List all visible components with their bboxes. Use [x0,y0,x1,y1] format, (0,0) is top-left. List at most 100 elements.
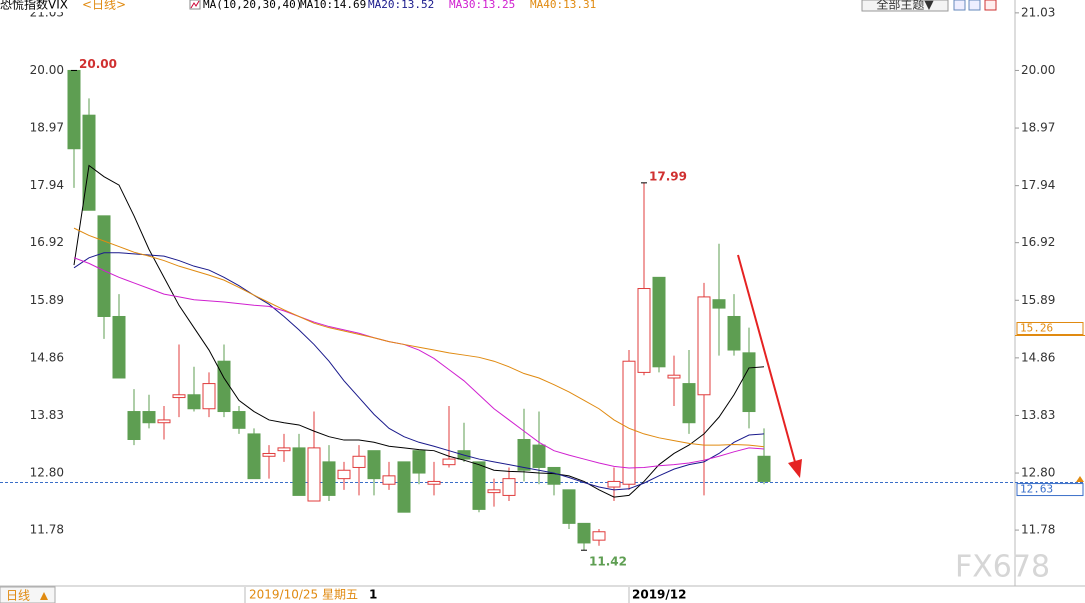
candle-body [292,447,306,496]
ma-line [73,164,765,498]
candle-body [487,489,501,494]
candle-body [202,383,216,410]
y-tick-label: 15.89 [1021,293,1055,307]
period: <日线> [82,0,126,12]
candle-body [412,450,426,474]
watermark: FX678 [955,550,1050,585]
price-badge [1016,321,1084,335]
candle-body [562,489,576,524]
theme-button[interactable] [861,0,949,12]
y-tick-label: 18.97 [1021,121,1055,135]
candle-body [322,461,336,496]
candle-body [142,411,156,424]
annotation: 20.00 [79,57,117,71]
y-tick-label: 14.86 [30,350,64,364]
y-tick-label: 12.80 [30,466,64,480]
candle-body [157,419,171,424]
header-bg [0,0,640,12]
y-tick-label: 16.92 [1021,235,1055,249]
theme-button-label: 全部主题▼ [876,0,934,12]
candle-body [262,452,276,457]
candle-body [742,352,756,413]
annotation: 11.42 [589,555,627,569]
candle-body [187,394,201,410]
ma-line [73,257,765,469]
candle-body [127,411,141,441]
candle-body [397,461,411,513]
candle-body [277,447,291,452]
candle-body [112,315,126,379]
y-tick-label: 15.89 [30,293,64,307]
x-axis-label: 2019/10/25 星期五 [249,588,358,602]
close-icon[interactable] [984,0,997,11]
candle-body [592,531,606,541]
period-button-label: 日线 [6,589,30,603]
y-tick-label: 20.00 [1021,63,1055,77]
title: 恐慌指数VIX [0,0,68,12]
candle-body [652,276,666,368]
candle-body [307,447,321,502]
y-tick-label: 16.92 [30,235,64,249]
ma-line [73,227,765,448]
y-tick-label: 21.03 [1021,5,1055,19]
legend-entry: MA40:13.31 [530,0,596,11]
candle-body [547,466,561,485]
legend-entry: MA30:13.25 [449,0,515,11]
candle-body [517,439,531,471]
price-marker [1076,476,1084,482]
zoom-in-icon[interactable] [953,0,966,11]
y-tick-label: 12.80 [1021,466,1055,480]
legend: MA10:14.69 MA20:13.52 MA30:13.25 MA40:13.31 [300,0,596,11]
candle-body [382,475,396,485]
candle-body [67,69,81,150]
candle-body [607,480,621,488]
ma-line [73,252,765,491]
price-badge-label: 15.26 [1020,321,1053,334]
period-button-arrow [40,592,48,600]
candle-body [247,433,261,480]
y-tick-label: 11.78 [30,523,64,537]
candle-body [622,360,636,485]
trend-arrow-head [788,459,802,478]
price-badge [1016,483,1084,497]
candle-body [682,383,696,424]
candle-body [667,374,681,379]
candle-body [97,215,111,317]
y-tick-label: 17.94 [1021,178,1055,192]
y-tick-label: 13.83 [30,408,64,422]
y-tick-label: 14.86 [1021,350,1055,364]
y-tick-label: 13.83 [1021,408,1055,422]
candle-body [697,296,711,396]
x-axis-label: 1 [369,588,377,602]
x-axis-label: 2019/12 [632,588,686,602]
candle-body [637,288,651,373]
legend-entry: MA10:14.69 [300,0,366,11]
indicator: MA(10,20,30,40) [203,0,302,11]
candle-body [757,455,771,482]
candle-body [172,394,186,399]
candle-body [352,455,366,468]
trend-arrow [737,254,796,463]
indicator-icon-line [190,0,200,9]
legend-entry: MA20:13.52 [368,0,434,11]
candle-body [427,480,441,485]
candle-body [367,450,381,480]
y-tick-label: 11.78 [1021,523,1055,537]
candle-body [727,315,741,351]
annotation: 17.99 [649,169,687,183]
candle-body [217,360,231,413]
candle-body [712,299,726,309]
candle-body [532,444,546,468]
y-tick-label: 17.94 [30,178,64,192]
zoom-out-icon[interactable] [968,0,981,11]
candle-body [337,469,351,480]
candle-body [232,411,246,429]
candle-body [502,478,516,496]
y-tick-label: 20.00 [30,63,64,77]
price-badge-label: 12.63 [1020,483,1053,496]
candle-body [577,522,591,544]
candle-body [472,461,486,510]
